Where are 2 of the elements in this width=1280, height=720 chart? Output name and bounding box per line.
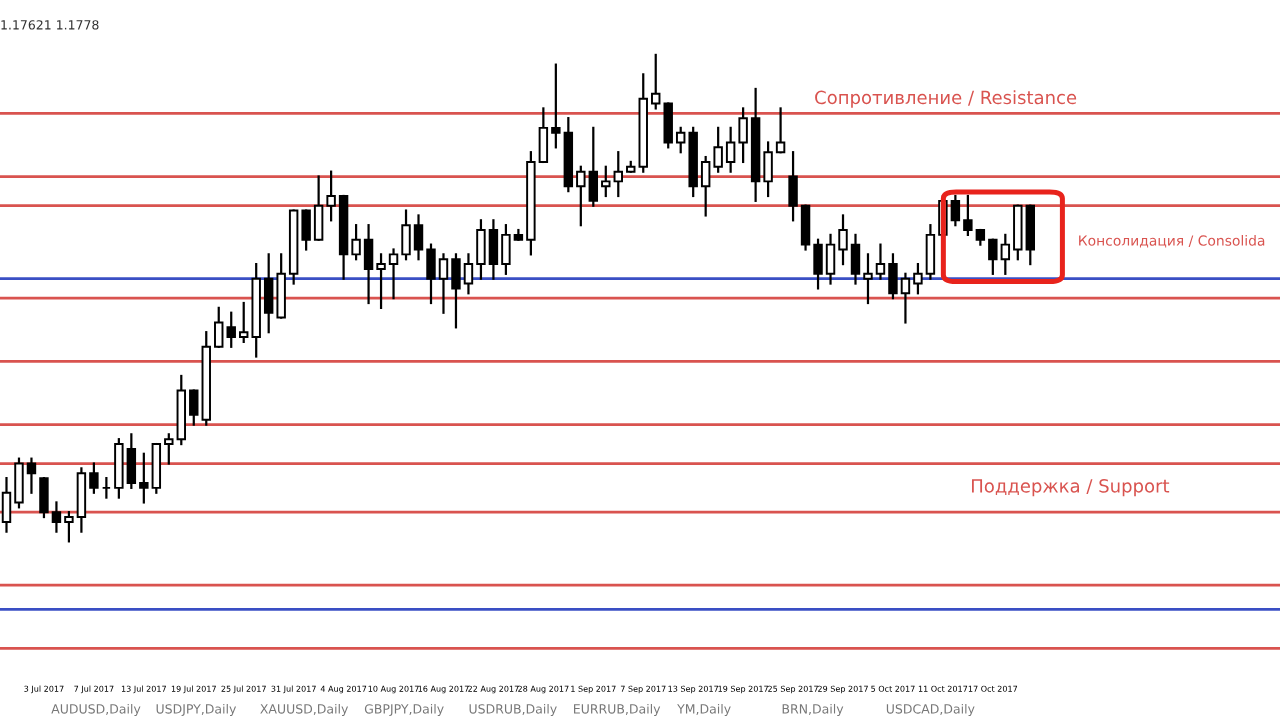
- annotation: Сопротивление / Resistance: [815, 90, 1077, 108]
- annotation: Поддержка / Support: [972, 479, 1170, 497]
